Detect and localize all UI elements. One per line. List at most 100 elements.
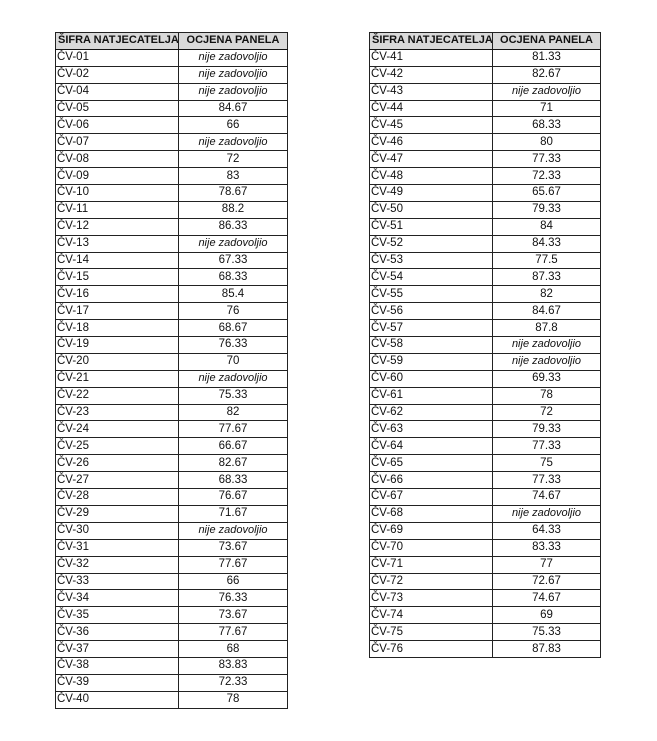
competitor-code: ČV-22 — [55, 386, 179, 405]
panel-score: 66 — [178, 572, 288, 591]
panel-score: 77.33 — [492, 437, 601, 456]
panel-score: 85.4 — [178, 285, 288, 304]
competitor-code: ČV-57 — [369, 319, 493, 338]
competitor-code: ČV-48 — [369, 167, 493, 186]
competitor-code: ČV-46 — [369, 133, 493, 152]
table-row: ČV-22 75.33 — [55, 386, 288, 405]
table-row: ČV-33 66 — [55, 572, 288, 591]
panel-score: 72.67 — [492, 572, 601, 591]
competitor-code: ČV-20 — [55, 352, 179, 371]
competitor-code: ČV-17 — [55, 302, 179, 321]
competitor-code: ČV-05 — [55, 99, 179, 118]
table-row: ČV-34 76.33 — [55, 589, 288, 608]
table-row: ČV-47 77.33 — [369, 150, 601, 169]
competitor-code: ČV-14 — [55, 251, 179, 270]
table-row: ČV-42 82.67 — [369, 65, 601, 84]
panel-score: 81.33 — [492, 48, 601, 67]
table-row: ČV-62 72 — [369, 403, 601, 422]
table-row: ČV-27 68.33 — [55, 471, 288, 490]
table-row: ČV-57 87.8 — [369, 319, 601, 338]
competitor-code: ČV-68 — [369, 504, 493, 523]
panel-score: 83.33 — [492, 538, 601, 557]
panel-score: nije zadovoljio — [492, 504, 601, 523]
competitor-code: ČV-27 — [55, 471, 179, 490]
competitor-code: ČV-60 — [369, 369, 493, 388]
panel-score: 75.33 — [178, 386, 288, 405]
competitor-code: ČV-50 — [369, 200, 493, 219]
competitor-code: ČV-64 — [369, 437, 493, 456]
table-row: ČV-01 nije zadovoljio — [55, 48, 288, 67]
competitor-code: ČV-71 — [369, 555, 493, 574]
panel-score: 76.33 — [178, 589, 288, 608]
table-row: ČV-02 nije zadovoljio — [55, 65, 288, 84]
competitor-code: ČV-73 — [369, 589, 493, 608]
table-row: ČV-63 79.33 — [369, 420, 601, 439]
table-row: ČV-10 78.67 — [55, 184, 288, 202]
table-row: ČV-64 77.33 — [369, 437, 601, 456]
panel-score: 76.33 — [178, 336, 288, 354]
competitor-code: ČV-36 — [55, 623, 179, 642]
competitor-code: ČV-33 — [55, 572, 179, 591]
competitor-code: ČV-63 — [369, 420, 493, 439]
panel-score: nije zadovoljio — [492, 82, 601, 101]
competitor-code: ČV-52 — [369, 234, 493, 253]
header-code: ŠIFRA NATJECATELJA — [55, 32, 179, 50]
panel-score: 78 — [492, 386, 601, 405]
panel-score: 77.5 — [492, 251, 601, 270]
competitor-code: ČV-38 — [55, 656, 179, 675]
table-row: ČV-72 72.67 — [369, 572, 601, 591]
table-row: ČV-56 84.67 — [369, 302, 601, 321]
competitor-code: ČV-07 — [55, 133, 179, 152]
table-row: ČV-45 68.33 — [369, 116, 601, 135]
panel-score: 72 — [178, 150, 288, 169]
table-row: ČV-16 85.4 — [55, 285, 288, 304]
competitor-code: ČV-45 — [369, 116, 493, 135]
competitor-code: ČV-61 — [369, 386, 493, 405]
table-row: ČV-54 87.33 — [369, 268, 601, 287]
competitor-code: ČV-15 — [55, 268, 179, 287]
panel-score: 72.33 — [178, 673, 288, 692]
competitor-code: ČV-67 — [369, 488, 493, 506]
competitor-code: ČV-25 — [55, 437, 179, 456]
competitor-code: ČV-23 — [55, 403, 179, 422]
panel-score: nije zadovoljio — [178, 65, 288, 84]
panel-score: 87.83 — [492, 640, 601, 658]
table-row: ČV-44 71 — [369, 99, 601, 118]
competitor-code: ČV-12 — [55, 217, 179, 236]
competitor-code: ČV-47 — [369, 150, 493, 169]
table-row: ČV-25 66.67 — [55, 437, 288, 456]
table-row: ČV-14 67.33 — [55, 251, 288, 270]
panel-score: 83.83 — [178, 656, 288, 675]
panel-score: 84 — [492, 217, 601, 236]
scores-table-left: ŠIFRA NATJECATELJA OCJENA PANELA ČV-01 ni… — [55, 32, 288, 709]
table-row: ČV-13 nije zadovoljio — [55, 234, 288, 253]
panel-score: 68.33 — [492, 116, 601, 135]
competitor-code: ČV-74 — [369, 606, 493, 625]
competitor-code: ČV-02 — [55, 65, 179, 84]
panel-score: 84.33 — [492, 234, 601, 253]
table-row: ČV-38 83.83 — [55, 656, 288, 675]
table-row: ČV-23 82 — [55, 403, 288, 422]
competitor-code: ČV-19 — [55, 336, 179, 354]
table-row: ČV-41 81.33 — [369, 48, 601, 67]
competitor-code: ČV-01 — [55, 48, 179, 67]
competitor-code: ČV-70 — [369, 538, 493, 557]
table-row: ČV-68 nije zadovoljio — [369, 504, 601, 523]
header-row: ŠIFRA NATJECATELJA OCJENA PANELA — [369, 32, 601, 50]
table-row: ČV-12 86.33 — [55, 217, 288, 236]
competitor-code: ČV-39 — [55, 673, 179, 692]
panel-score: nije zadovoljio — [178, 133, 288, 152]
competitor-code: ČV-04 — [55, 82, 179, 101]
panel-score: 64.33 — [492, 521, 601, 540]
table-row: ČV-08 72 — [55, 150, 288, 169]
table-row: ČV-07 nije zadovoljio — [55, 133, 288, 152]
table-row: ČV-11 88.2 — [55, 200, 288, 219]
panel-score: 76 — [178, 302, 288, 321]
panel-score: 77.67 — [178, 623, 288, 642]
panel-score: 71.67 — [178, 504, 288, 523]
panel-score: 66.67 — [178, 437, 288, 456]
panel-score: nije zadovoljio — [178, 369, 288, 388]
panel-score: 73.67 — [178, 538, 288, 557]
competitor-code: ČV-41 — [369, 48, 493, 67]
panel-score: 77.33 — [492, 150, 601, 169]
